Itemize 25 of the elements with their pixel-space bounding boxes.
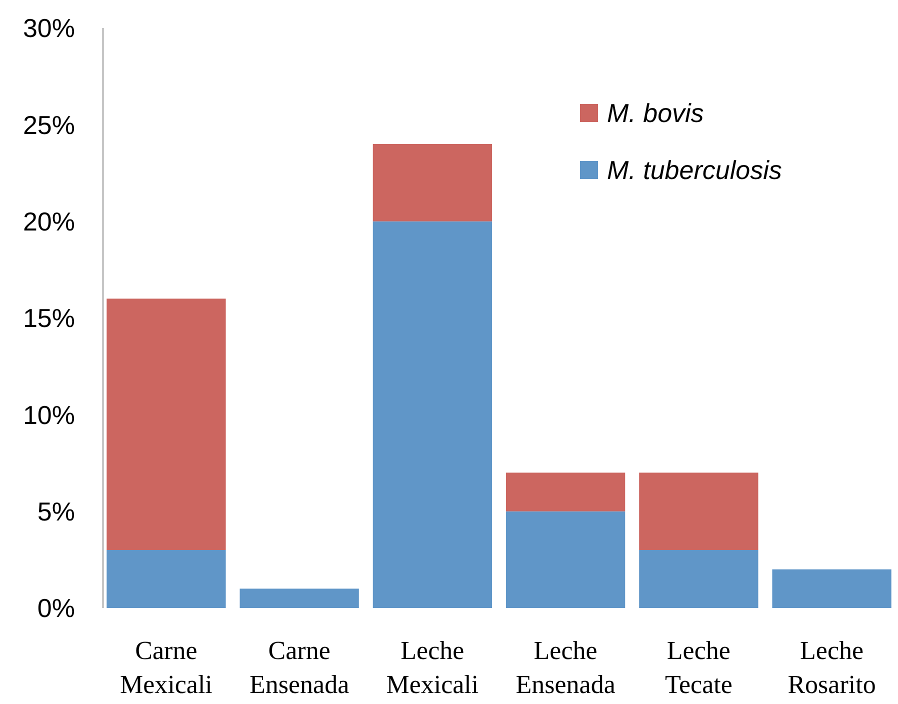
bar xyxy=(639,550,758,608)
y-tick-label: 20% xyxy=(22,206,75,236)
x-tick-label: Carne Mexicali xyxy=(120,636,212,699)
x-tick-label: Leche Mexicali xyxy=(386,636,479,699)
bar xyxy=(372,144,492,222)
bar xyxy=(506,472,626,512)
bar xyxy=(240,588,359,608)
x-tick-label: Leche Ensenada xyxy=(516,636,616,699)
bar xyxy=(772,569,892,608)
x-tick-label: Leche Tecate xyxy=(664,636,732,699)
y-tick-label: 15% xyxy=(22,303,75,334)
x-tick-label: Leche Rosarito xyxy=(788,636,876,699)
y-tick-label: 0% xyxy=(37,593,75,624)
y-tick-label: 5% xyxy=(37,496,75,526)
bar xyxy=(106,550,226,608)
bar xyxy=(639,472,758,550)
bar xyxy=(372,221,492,608)
bar xyxy=(106,298,226,550)
x-tick-label: Carne Ensenada xyxy=(250,636,350,699)
y-tick-label: 30% xyxy=(22,13,75,44)
legend-label: M. tuberculosis xyxy=(607,155,782,186)
bar xyxy=(506,511,626,608)
legend-label: M. bovis xyxy=(607,98,704,128)
y-tick-label: 10% xyxy=(22,400,75,430)
y-tick-label: 25% xyxy=(22,110,75,140)
